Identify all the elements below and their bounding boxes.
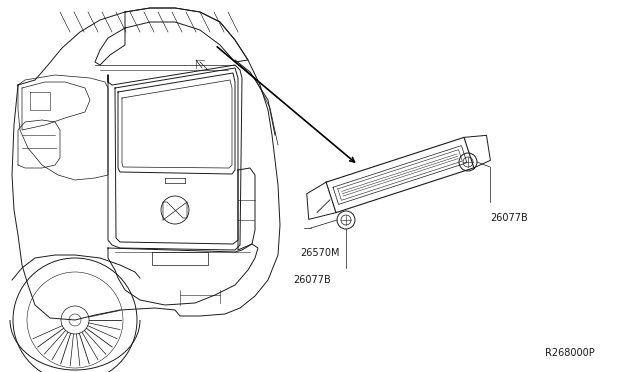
Text: 26077B: 26077B <box>293 275 331 285</box>
Text: 26077B: 26077B <box>490 213 528 223</box>
Text: R268000P: R268000P <box>545 348 595 358</box>
Text: 26570M: 26570M <box>300 248 339 258</box>
